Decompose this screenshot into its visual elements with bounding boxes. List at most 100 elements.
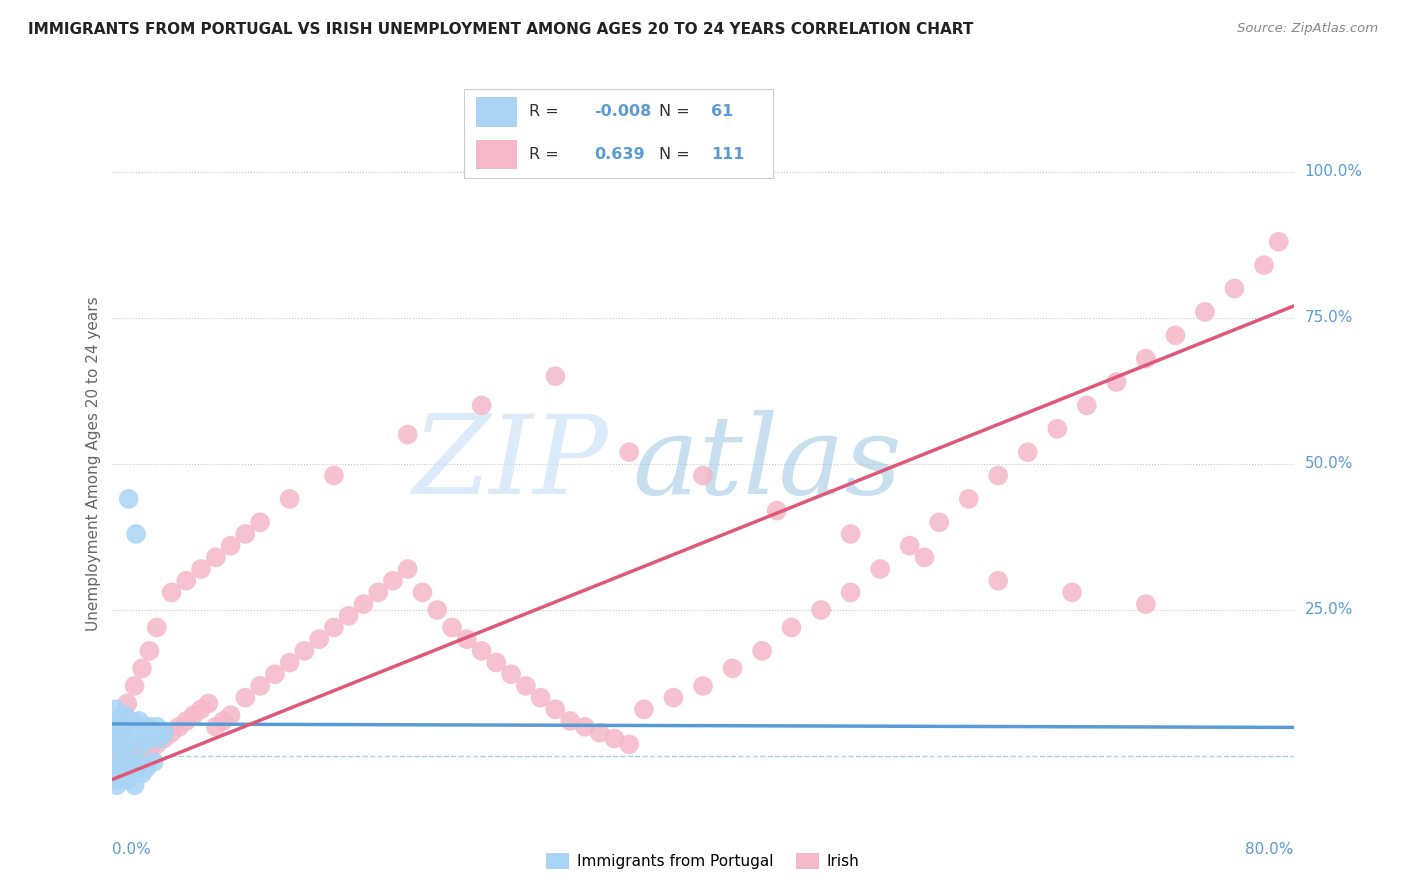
Point: [914, 550, 936, 565]
Point: [105, 731, 128, 746]
Text: 80.0%: 80.0%: [1246, 842, 1294, 856]
Point: [104, 725, 127, 739]
Point: [124, 778, 146, 792]
Point: [110, 743, 132, 757]
Point: [131, 661, 153, 675]
Point: [1135, 351, 1157, 366]
Point: [107, 720, 129, 734]
Point: [138, 644, 160, 658]
Text: R =: R =: [529, 147, 558, 162]
Point: [146, 737, 169, 751]
Point: [125, 527, 148, 541]
Point: [142, 755, 165, 769]
Point: [426, 603, 449, 617]
Point: [129, 749, 152, 764]
Point: [898, 539, 921, 553]
Text: atlas: atlas: [633, 410, 901, 517]
Point: [515, 679, 537, 693]
Point: [103, 720, 125, 734]
Point: [470, 398, 494, 412]
Point: [117, 755, 138, 769]
Point: [110, 755, 132, 769]
Point: [105, 749, 128, 764]
Text: 61: 61: [711, 104, 734, 120]
Point: [135, 761, 157, 775]
Point: [153, 731, 176, 746]
Point: [112, 761, 135, 775]
Point: [107, 755, 129, 769]
Point: [120, 761, 142, 775]
Point: [1253, 258, 1275, 272]
Point: [138, 720, 160, 734]
Point: [110, 714, 132, 728]
Y-axis label: Unemployment Among Ages 20 to 24 years: Unemployment Among Ages 20 to 24 years: [86, 296, 101, 632]
Point: [105, 778, 128, 792]
Point: [120, 725, 142, 739]
Point: [987, 574, 1010, 588]
Point: [574, 720, 596, 734]
Point: [544, 702, 567, 716]
Point: [219, 708, 242, 723]
Point: [103, 755, 125, 769]
Point: [352, 597, 374, 611]
Point: [249, 516, 271, 530]
Bar: [477, 140, 516, 169]
Point: [124, 766, 146, 780]
Text: 0.639: 0.639: [593, 147, 644, 162]
Point: [112, 766, 135, 780]
Point: [396, 427, 419, 442]
Point: [111, 731, 134, 746]
Point: [122, 720, 145, 734]
Legend: Immigrants from Portugal, Irish: Immigrants from Portugal, Irish: [540, 847, 866, 875]
Point: [1046, 422, 1069, 436]
Point: [205, 550, 228, 565]
Point: [118, 749, 141, 764]
Point: [456, 632, 478, 647]
Point: [136, 725, 159, 739]
Point: [146, 620, 169, 634]
Point: [174, 714, 197, 728]
Point: [662, 690, 685, 705]
Text: 100.0%: 100.0%: [1305, 164, 1362, 179]
Text: 25.0%: 25.0%: [1305, 602, 1353, 617]
Text: Source: ZipAtlas.com: Source: ZipAtlas.com: [1237, 22, 1378, 36]
Text: 50.0%: 50.0%: [1305, 457, 1353, 471]
Point: [139, 731, 162, 746]
Point: [122, 755, 145, 769]
Point: [127, 743, 149, 757]
Point: [108, 766, 131, 780]
Bar: [477, 97, 516, 127]
Point: [233, 690, 256, 705]
Point: [120, 761, 142, 775]
Text: 111: 111: [711, 147, 745, 162]
Point: [323, 468, 346, 483]
Point: [108, 737, 131, 751]
Point: [112, 708, 135, 723]
Point: [1105, 375, 1128, 389]
Text: ZIP: ZIP: [412, 410, 609, 517]
Text: IMMIGRANTS FROM PORTUGAL VS IRISH UNEMPLOYMENT AMONG AGES 20 TO 24 YEARS CORRELA: IMMIGRANTS FROM PORTUGAL VS IRISH UNEMPL…: [28, 22, 973, 37]
Point: [117, 772, 138, 787]
Text: N =: N =: [659, 147, 689, 162]
Point: [107, 761, 129, 775]
Point: [141, 725, 163, 739]
Point: [1268, 235, 1291, 249]
Point: [183, 708, 205, 723]
Point: [1223, 281, 1246, 295]
Point: [501, 667, 523, 681]
Point: [839, 585, 862, 599]
Point: [121, 731, 143, 746]
Point: [104, 766, 127, 780]
Point: [112, 708, 135, 723]
Point: [112, 761, 135, 775]
Point: [780, 620, 803, 634]
Point: [108, 725, 131, 739]
Point: [619, 445, 641, 459]
Point: [108, 743, 131, 757]
Point: [619, 737, 641, 751]
Point: [1076, 398, 1098, 412]
Point: [118, 491, 141, 506]
Point: [103, 772, 125, 787]
Point: [131, 725, 153, 739]
Point: [120, 755, 142, 769]
